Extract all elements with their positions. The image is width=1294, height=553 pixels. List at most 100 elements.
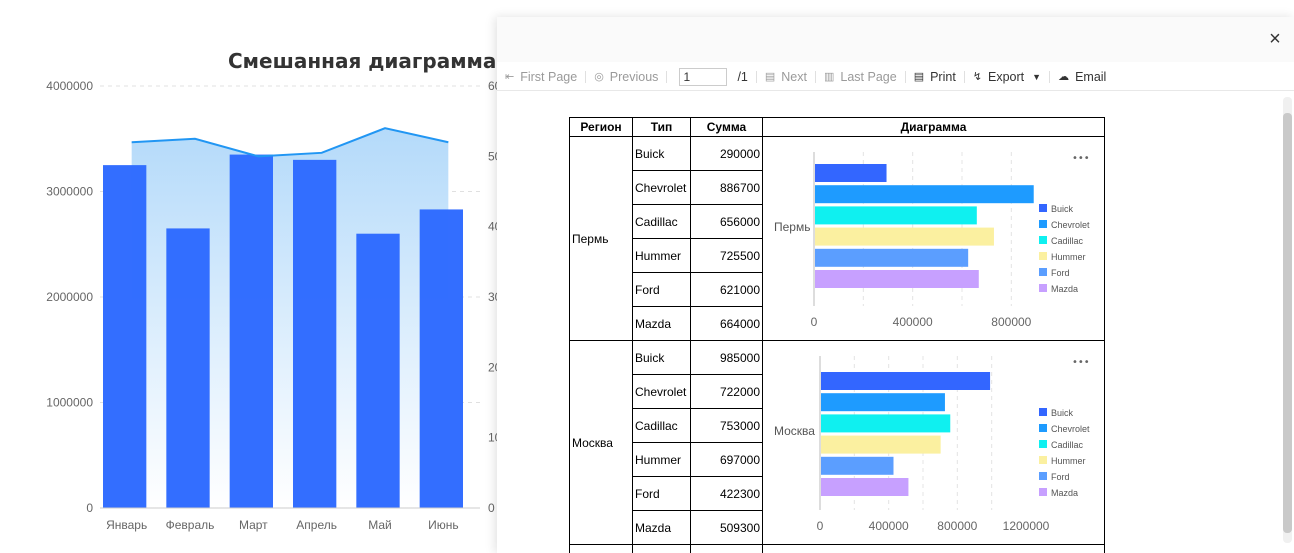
last-page-label: Last Page (840, 69, 897, 84)
page-total: /1 (737, 69, 748, 84)
more-menu-icon[interactable]: ••• (1072, 357, 1090, 368)
bar[interactable] (821, 392, 945, 411)
vertical-scrollbar[interactable] (1283, 97, 1292, 543)
area-line (131, 127, 449, 158)
y-tick-label: 0 (86, 501, 93, 515)
close-icon[interactable]: × (1269, 28, 1281, 50)
y-tick-label: 1000000 (46, 396, 93, 410)
more-menu-icon[interactable]: ••• (1072, 153, 1090, 164)
legend-swatch (1039, 251, 1047, 260)
toolbar-divider (904, 70, 906, 83)
legend-label: Mazda (1051, 488, 1078, 498)
table-row: Москва Buick 985000 Москва 0 400000 800000 1200… (569, 340, 1105, 545)
last-page-button[interactable]: ▥ Last Page (816, 70, 905, 84)
report-content: Регион Тип Сумма Диаграмма Пермь Buick 290… (497, 91, 1280, 553)
legend-swatch (1039, 455, 1047, 464)
y2-tick-label: 0 (488, 501, 495, 515)
x-tick-label: Май (368, 518, 392, 532)
legend-label: Cadillac (1051, 236, 1084, 246)
toolbar-divider (585, 70, 587, 83)
sum-cell: 985000 (690, 340, 763, 375)
bar[interactable] (815, 269, 979, 288)
mini-bar-chart: Пермь 0 400000 800000 Buick Chevrolet Cadillac… (774, 151, 1090, 329)
y-tick-label: 2000000 (46, 290, 93, 304)
category-label: Москва (774, 424, 815, 438)
export-icon: ↯ (972, 71, 983, 83)
bar[interactable] (815, 227, 994, 246)
next-button[interactable]: ▤ Next (757, 70, 815, 84)
table-row: Пермь Buick 290000 Пермь 0 400000 800000 Buick C… (569, 136, 1105, 341)
table-row: Hummer 697000 (570, 442, 1105, 477)
legend-swatch (1039, 423, 1047, 432)
category-label: Пермь (774, 220, 810, 234)
previous-button[interactable]: ◎ Previous (586, 70, 666, 84)
type-cell: Chevrolet (632, 170, 691, 205)
bar[interactable] (821, 371, 991, 390)
mini-bar-chart: Москва 0 400000 800000 1200000 Buick Chevrolet… (774, 355, 1090, 533)
export-button[interactable]: ↯ Export ▼ (965, 70, 1049, 84)
bar[interactable] (815, 184, 1034, 203)
header-chart: Диаграмма (762, 117, 1105, 137)
bar[interactable] (821, 477, 909, 496)
x-tick-label: 1200000 (1003, 519, 1050, 533)
print-icon: ▤ (913, 71, 925, 83)
bar[interactable] (419, 209, 463, 508)
print-button[interactable]: ▤ Print (906, 70, 964, 84)
region-cell: Москва (569, 340, 633, 545)
previous-icon: ◎ (594, 71, 604, 83)
x-tick-label: Июнь (428, 518, 459, 532)
toolbar-divider (755, 70, 757, 83)
empty-cell (762, 544, 1105, 553)
sum-cell: 664000 (690, 306, 763, 341)
bar[interactable] (815, 205, 977, 224)
header-region: Регион (569, 117, 633, 137)
type-cell: Mazda (632, 510, 691, 545)
bar[interactable] (821, 456, 894, 475)
type-cell: Cadillac (632, 408, 691, 443)
email-button[interactable]: ☁ Email (1050, 70, 1114, 84)
sum-cell: 722000 (690, 374, 763, 409)
bar[interactable] (229, 154, 273, 508)
first-page-icon: ⇤ (505, 71, 515, 83)
bar[interactable] (821, 435, 941, 454)
print-label: Print (930, 69, 956, 84)
page-number-input[interactable] (679, 67, 728, 86)
legend-swatch (1039, 407, 1047, 416)
sum-cell: 509300 (690, 510, 763, 545)
x-tick-label: 0 (817, 519, 824, 533)
bar[interactable] (815, 248, 969, 267)
sum-cell: 290000 (690, 136, 763, 171)
scroll-thumb[interactable] (1283, 113, 1292, 533)
report-table: Регион Тип Сумма Диаграмма Пермь Buick 290… (569, 117, 1105, 553)
viewer-toolbar: ⇤ First Page ◎ Previous /1 ▤ Next ▥ Last Pag… (497, 63, 1294, 91)
sum-cell: 422300 (690, 476, 763, 511)
bar[interactable] (815, 163, 887, 182)
x-tick-label: 400000 (893, 315, 933, 329)
table-row: Ford 422300 (570, 476, 1105, 511)
toolbar-divider (666, 70, 668, 83)
bar[interactable] (103, 165, 147, 508)
bar[interactable] (166, 228, 210, 509)
table-row: Chevrolet 722000 (570, 374, 1105, 409)
legend-label: Chevrolet (1051, 220, 1090, 230)
legend-swatch (1039, 283, 1047, 292)
table-row: Ford 621000 (570, 272, 1105, 307)
first-page-button[interactable]: ⇤ First Page (497, 70, 585, 84)
table-row: Chevrolet 886700 (570, 170, 1105, 205)
legend-label: Buick (1051, 408, 1074, 418)
legend-label: Ford (1051, 268, 1070, 278)
email-label: Email (1075, 69, 1107, 84)
sum-cell: 753000 (690, 408, 763, 443)
table-row: Hummer 725500 (570, 238, 1105, 273)
bar[interactable] (356, 233, 400, 508)
sum-cell: 886700 (690, 170, 763, 205)
type-cell: Buick (632, 136, 691, 171)
x-tick-label: Январь (106, 518, 147, 532)
bar[interactable] (293, 159, 337, 508)
type-cell: Mazda (632, 306, 691, 341)
bar[interactable] (821, 413, 951, 432)
legend-swatch (1039, 267, 1047, 276)
region-cell: Пермь (569, 136, 633, 341)
table-row: Mazda 664000 (570, 306, 1105, 341)
legend-swatch (1039, 219, 1047, 228)
